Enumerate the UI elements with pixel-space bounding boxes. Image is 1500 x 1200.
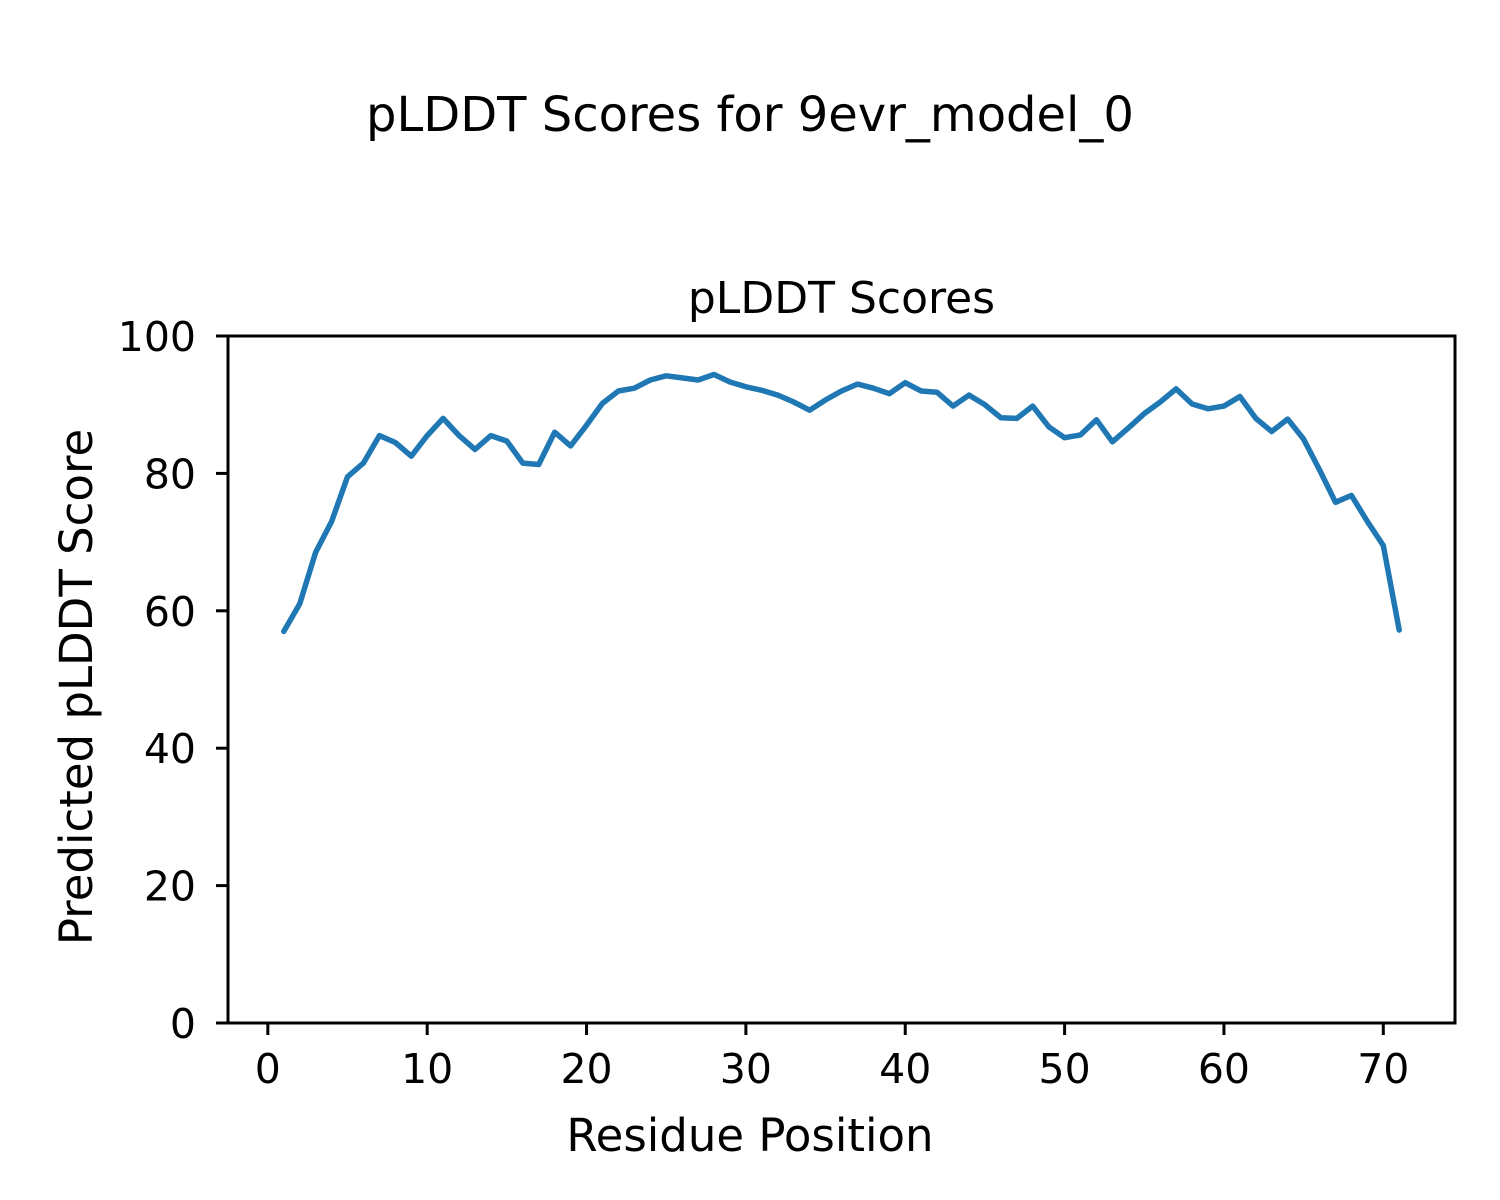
y-tick-label: 100 [118, 313, 196, 361]
x-tick-label: 0 [255, 1045, 281, 1093]
axes-frame [226, 334, 1457, 1025]
x-tick-label: 30 [720, 1045, 772, 1093]
x-tick-label: 20 [560, 1045, 612, 1093]
y-axis-label: Predicted pLDDT Score [50, 428, 104, 946]
x-axis-label: Residue Position [566, 1109, 934, 1162]
plddt-series-line [281, 371, 1402, 635]
x-axis-ticks: 0 10 20 30 40 50 60 70 [255, 1023, 1409, 1093]
axes-title: pLDDT Scores [687, 273, 996, 324]
figure-title: pLDDT Scores for 9evr_model_0 [366, 87, 1134, 143]
y-tick-label: 80 [144, 450, 196, 498]
x-tick-label: 60 [1198, 1045, 1250, 1093]
y-tick-label: 20 [144, 863, 196, 911]
x-tick-label: 40 [879, 1045, 931, 1093]
y-tick-label: 60 [144, 588, 196, 636]
y-tick-label: 0 [170, 1000, 196, 1048]
y-tick-label: 40 [144, 725, 196, 773]
x-tick-label: 10 [401, 1045, 453, 1093]
x-tick-label: 70 [1357, 1045, 1409, 1093]
x-tick-label: 50 [1039, 1045, 1091, 1093]
y-axis-ticks: 0 20 40 60 80 100 [118, 313, 228, 1048]
